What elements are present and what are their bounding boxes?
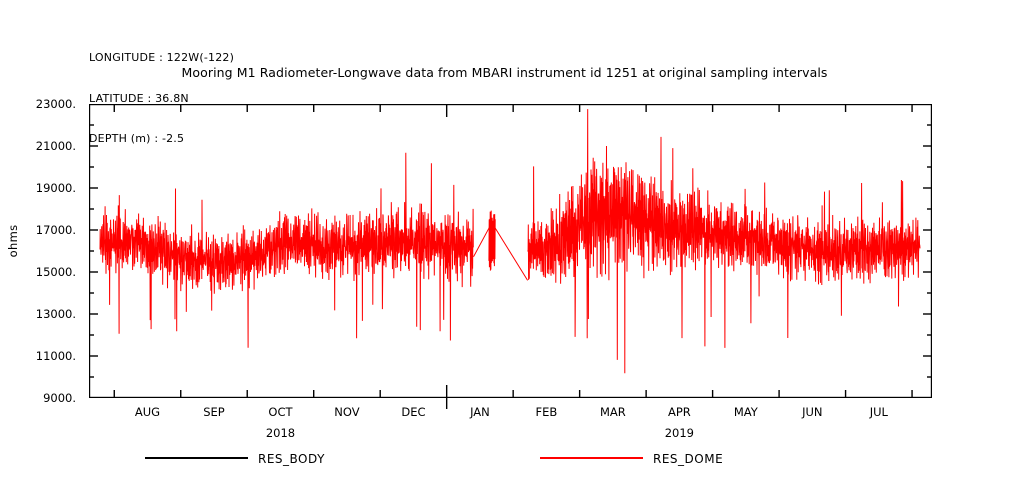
y-tick-label: 21000. [36,139,76,153]
y-tick-label: 17000. [36,223,76,237]
x-tick-label: NOV [334,405,359,419]
y-tick-labels: 9000. 11000. 13000. 15000. 17000. 19000. 21000… [36,97,76,405]
x-axis-ticks [113,104,913,398]
x-tick-label: JUN [801,405,822,419]
x-tick-label: APR [668,405,691,419]
x-tick-label: FEB [536,405,558,419]
legend: RES_BODY RES_DOME [145,452,723,466]
legend-item-res-dome[interactable]: RES_DOME [540,452,723,466]
y-tick-label: 11000. [36,349,76,363]
plot-frame [89,104,932,398]
y-tick-label: 23000. [36,97,76,111]
plot-area [89,104,932,398]
legend-label-res-dome: RES_DOME [653,452,723,466]
series-gap-burst [488,210,496,271]
year-label: 2018 [266,426,295,440]
series-path-res-dome [99,152,474,348]
y-tick-label: 13000. [36,307,76,321]
x-tick-label: AUG [135,405,160,419]
series-path-res-dome [527,109,921,374]
year-label: 2019 [665,426,694,440]
data-series-res-dome [99,109,921,374]
x-tick-label: JUL [869,405,889,419]
legend-label-res-body: RES_BODY [258,452,325,466]
station-metadata: LONGITUDE : 122W(-122) LATITUDE : 36.8N … [89,24,234,159]
chart-title: Mooring M1 Radiometer-Longwave data from… [181,65,828,80]
x-tick-labels: AUG SEP OCT NOV DEC JAN FEB MAR APR MAY JUN JUL [135,398,889,419]
x-tick-label: DEC [401,405,425,419]
x-tick-label: JAN [469,405,490,419]
x-tick-label: MAY [734,405,759,419]
x-tick-label: MAR [600,405,626,419]
year-labels: 2018 2019 [266,426,694,440]
y-tick-label: 15000. [36,265,76,279]
metadata-longitude: LONGITUDE : 122W(-122) [89,51,235,64]
x-tick-label: OCT [268,405,293,419]
timeseries-plot [89,104,932,398]
y-tick-label: 19000. [36,181,76,195]
metadata-depth: DEPTH (m) : -2.5 [89,132,185,145]
legend-item-res-body[interactable]: RES_BODY [145,452,325,466]
x-tick-label: SEP [203,405,225,419]
y-tick-label: 9000. [43,391,76,405]
metadata-latitude: LATITUDE : 36.8N [89,91,189,105]
